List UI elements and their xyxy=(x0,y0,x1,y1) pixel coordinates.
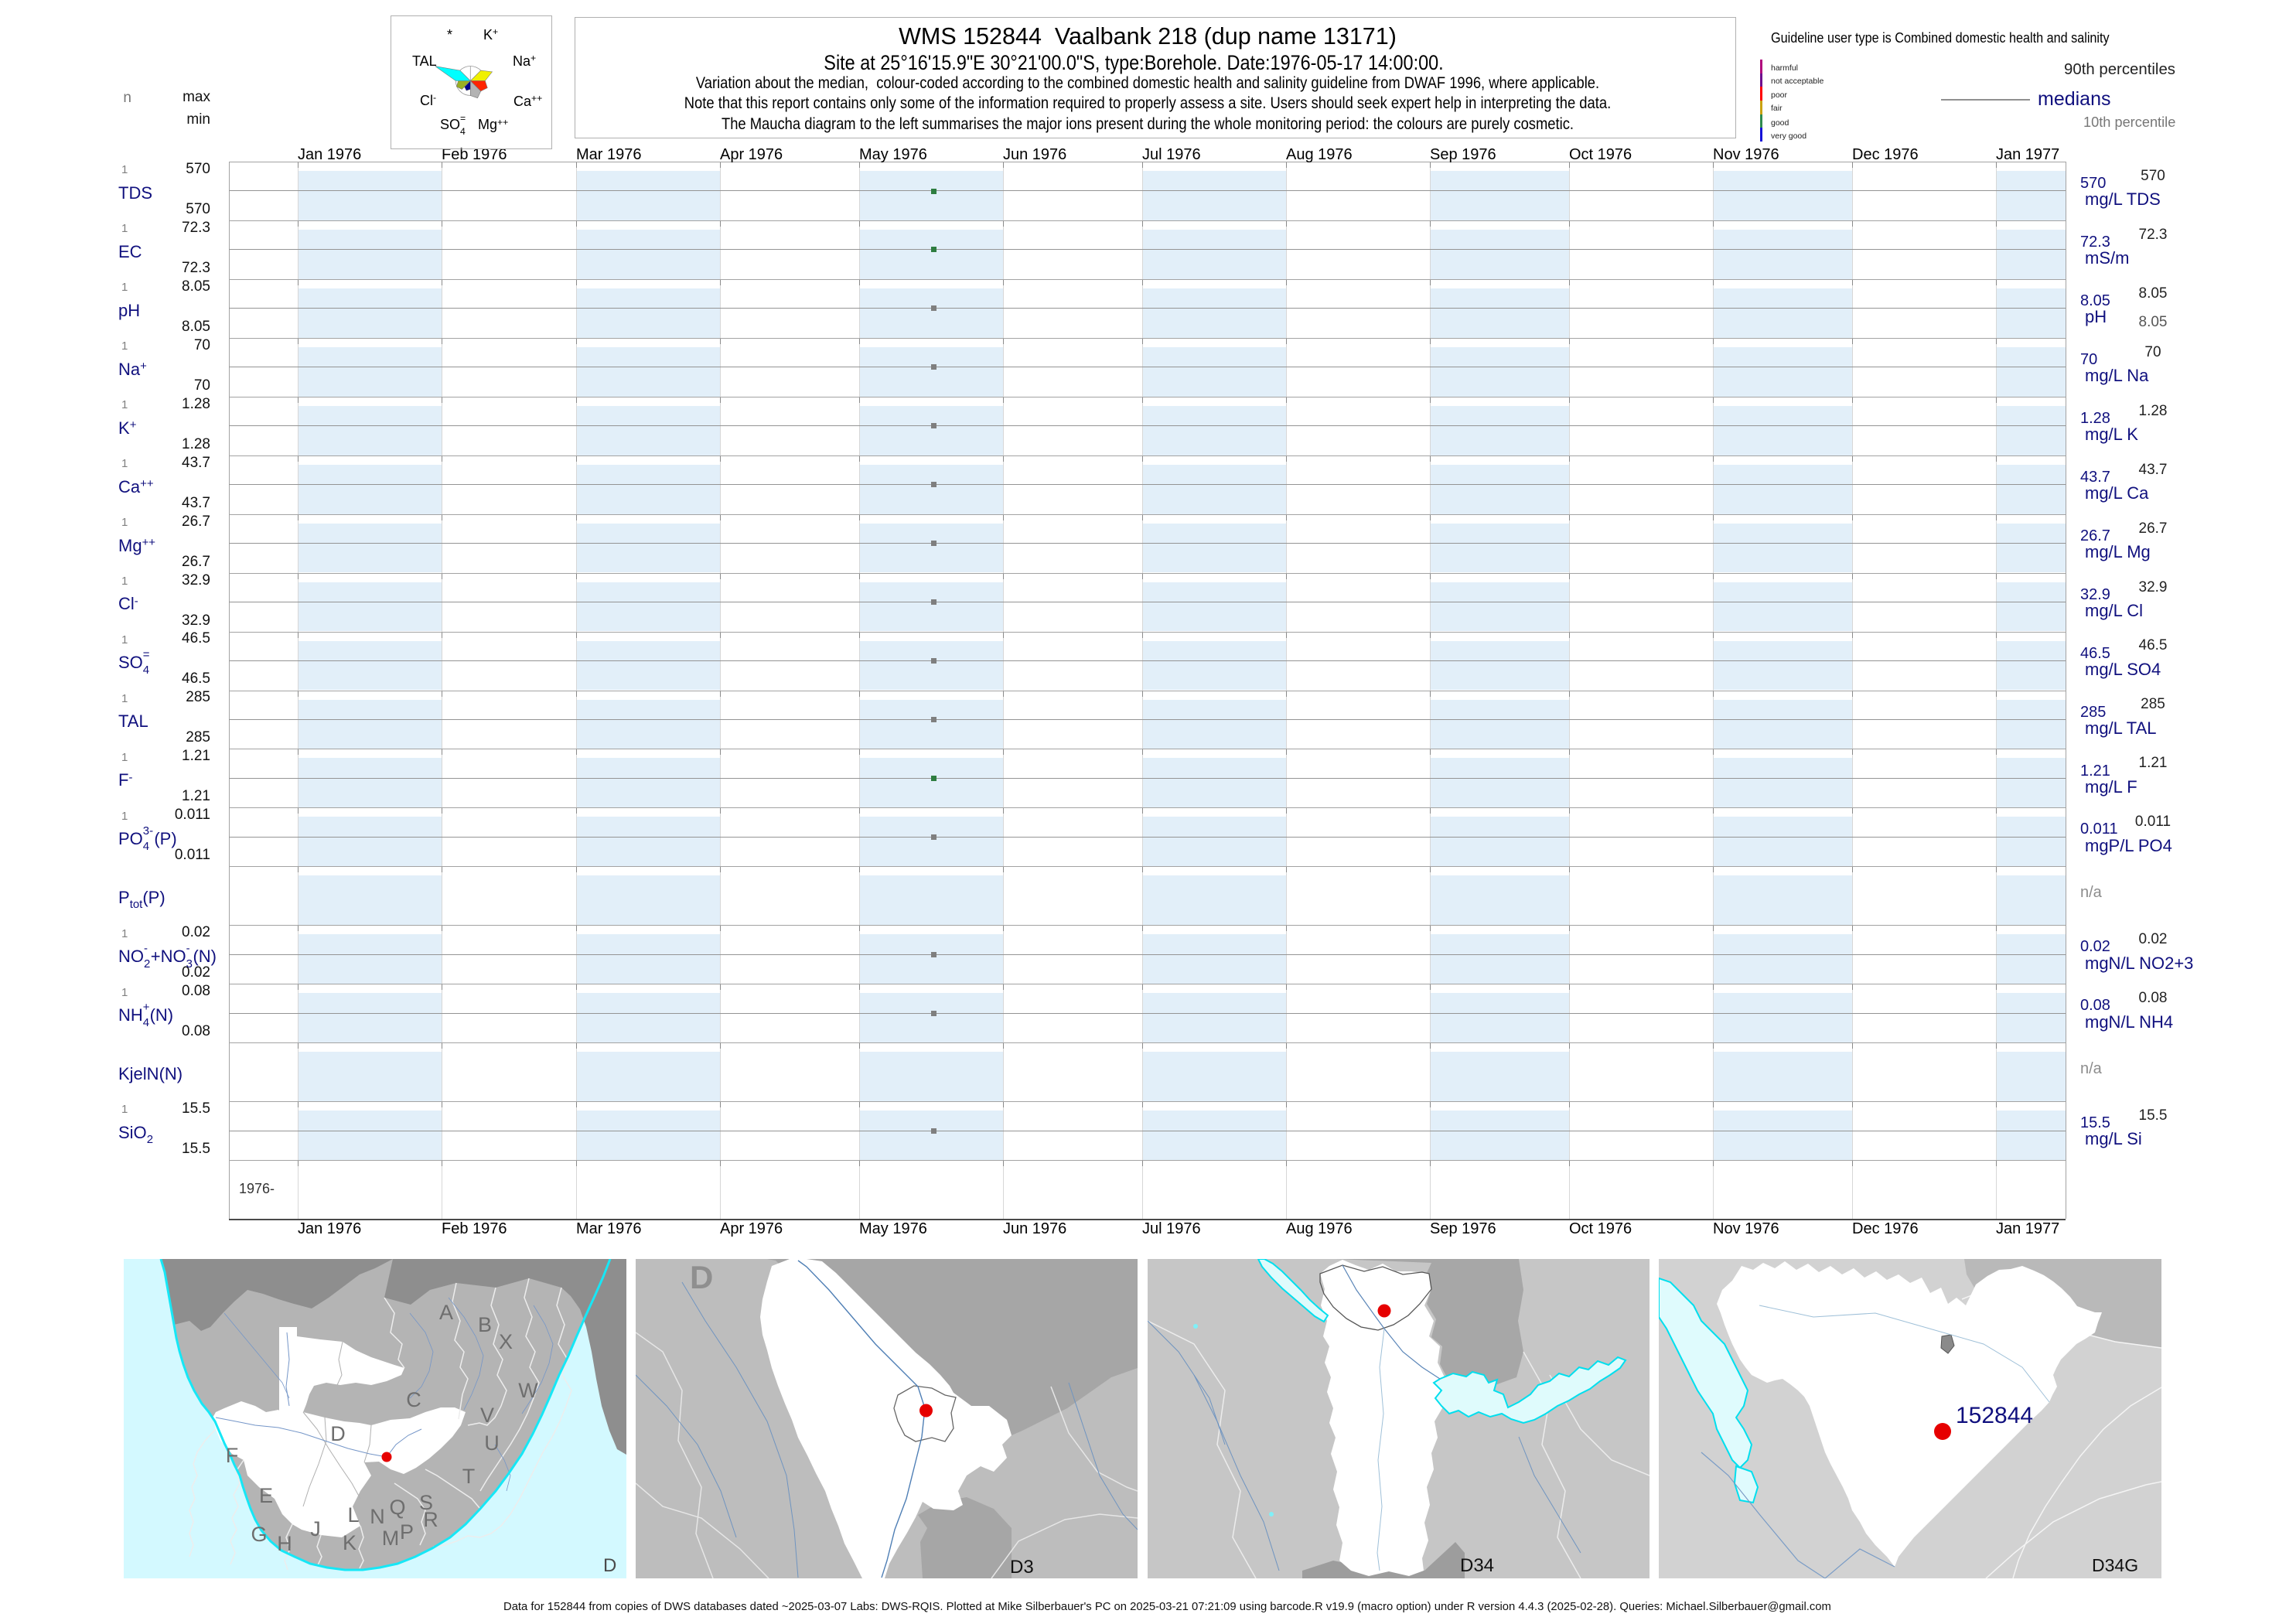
svg-text:D34: D34 xyxy=(1460,1555,1494,1576)
svg-text:G: G xyxy=(251,1523,267,1546)
svg-text:K: K xyxy=(343,1531,357,1554)
svg-text:N: N xyxy=(370,1505,385,1528)
svg-text:S: S xyxy=(419,1491,433,1514)
svg-text:Q: Q xyxy=(389,1496,405,1519)
svg-text:F: F xyxy=(226,1444,239,1467)
svg-text:A: A xyxy=(439,1301,453,1324)
svg-text:X: X xyxy=(499,1330,513,1353)
svg-text:E: E xyxy=(259,1484,273,1507)
svg-text:M: M xyxy=(382,1527,400,1550)
svg-text:152844: 152844 xyxy=(1956,1403,2033,1428)
svg-text:D34G: D34G xyxy=(2092,1555,2138,1575)
svg-text:R: R xyxy=(423,1508,438,1531)
svg-text:C: C xyxy=(406,1388,421,1411)
svg-text:L: L xyxy=(347,1503,359,1527)
svg-text:D: D xyxy=(603,1555,616,1576)
svg-text:B: B xyxy=(478,1313,492,1336)
svg-text:D: D xyxy=(690,1259,713,1295)
svg-text:U: U xyxy=(484,1431,500,1455)
svg-text:J: J xyxy=(310,1517,321,1540)
svg-text:T: T xyxy=(462,1465,476,1488)
svg-text:P: P xyxy=(400,1520,414,1544)
svg-text:W: W xyxy=(518,1379,538,1402)
svg-text:H: H xyxy=(277,1532,292,1555)
svg-text:D3: D3 xyxy=(1010,1557,1034,1578)
svg-text:D: D xyxy=(330,1422,346,1445)
svg-text:V: V xyxy=(480,1404,494,1427)
